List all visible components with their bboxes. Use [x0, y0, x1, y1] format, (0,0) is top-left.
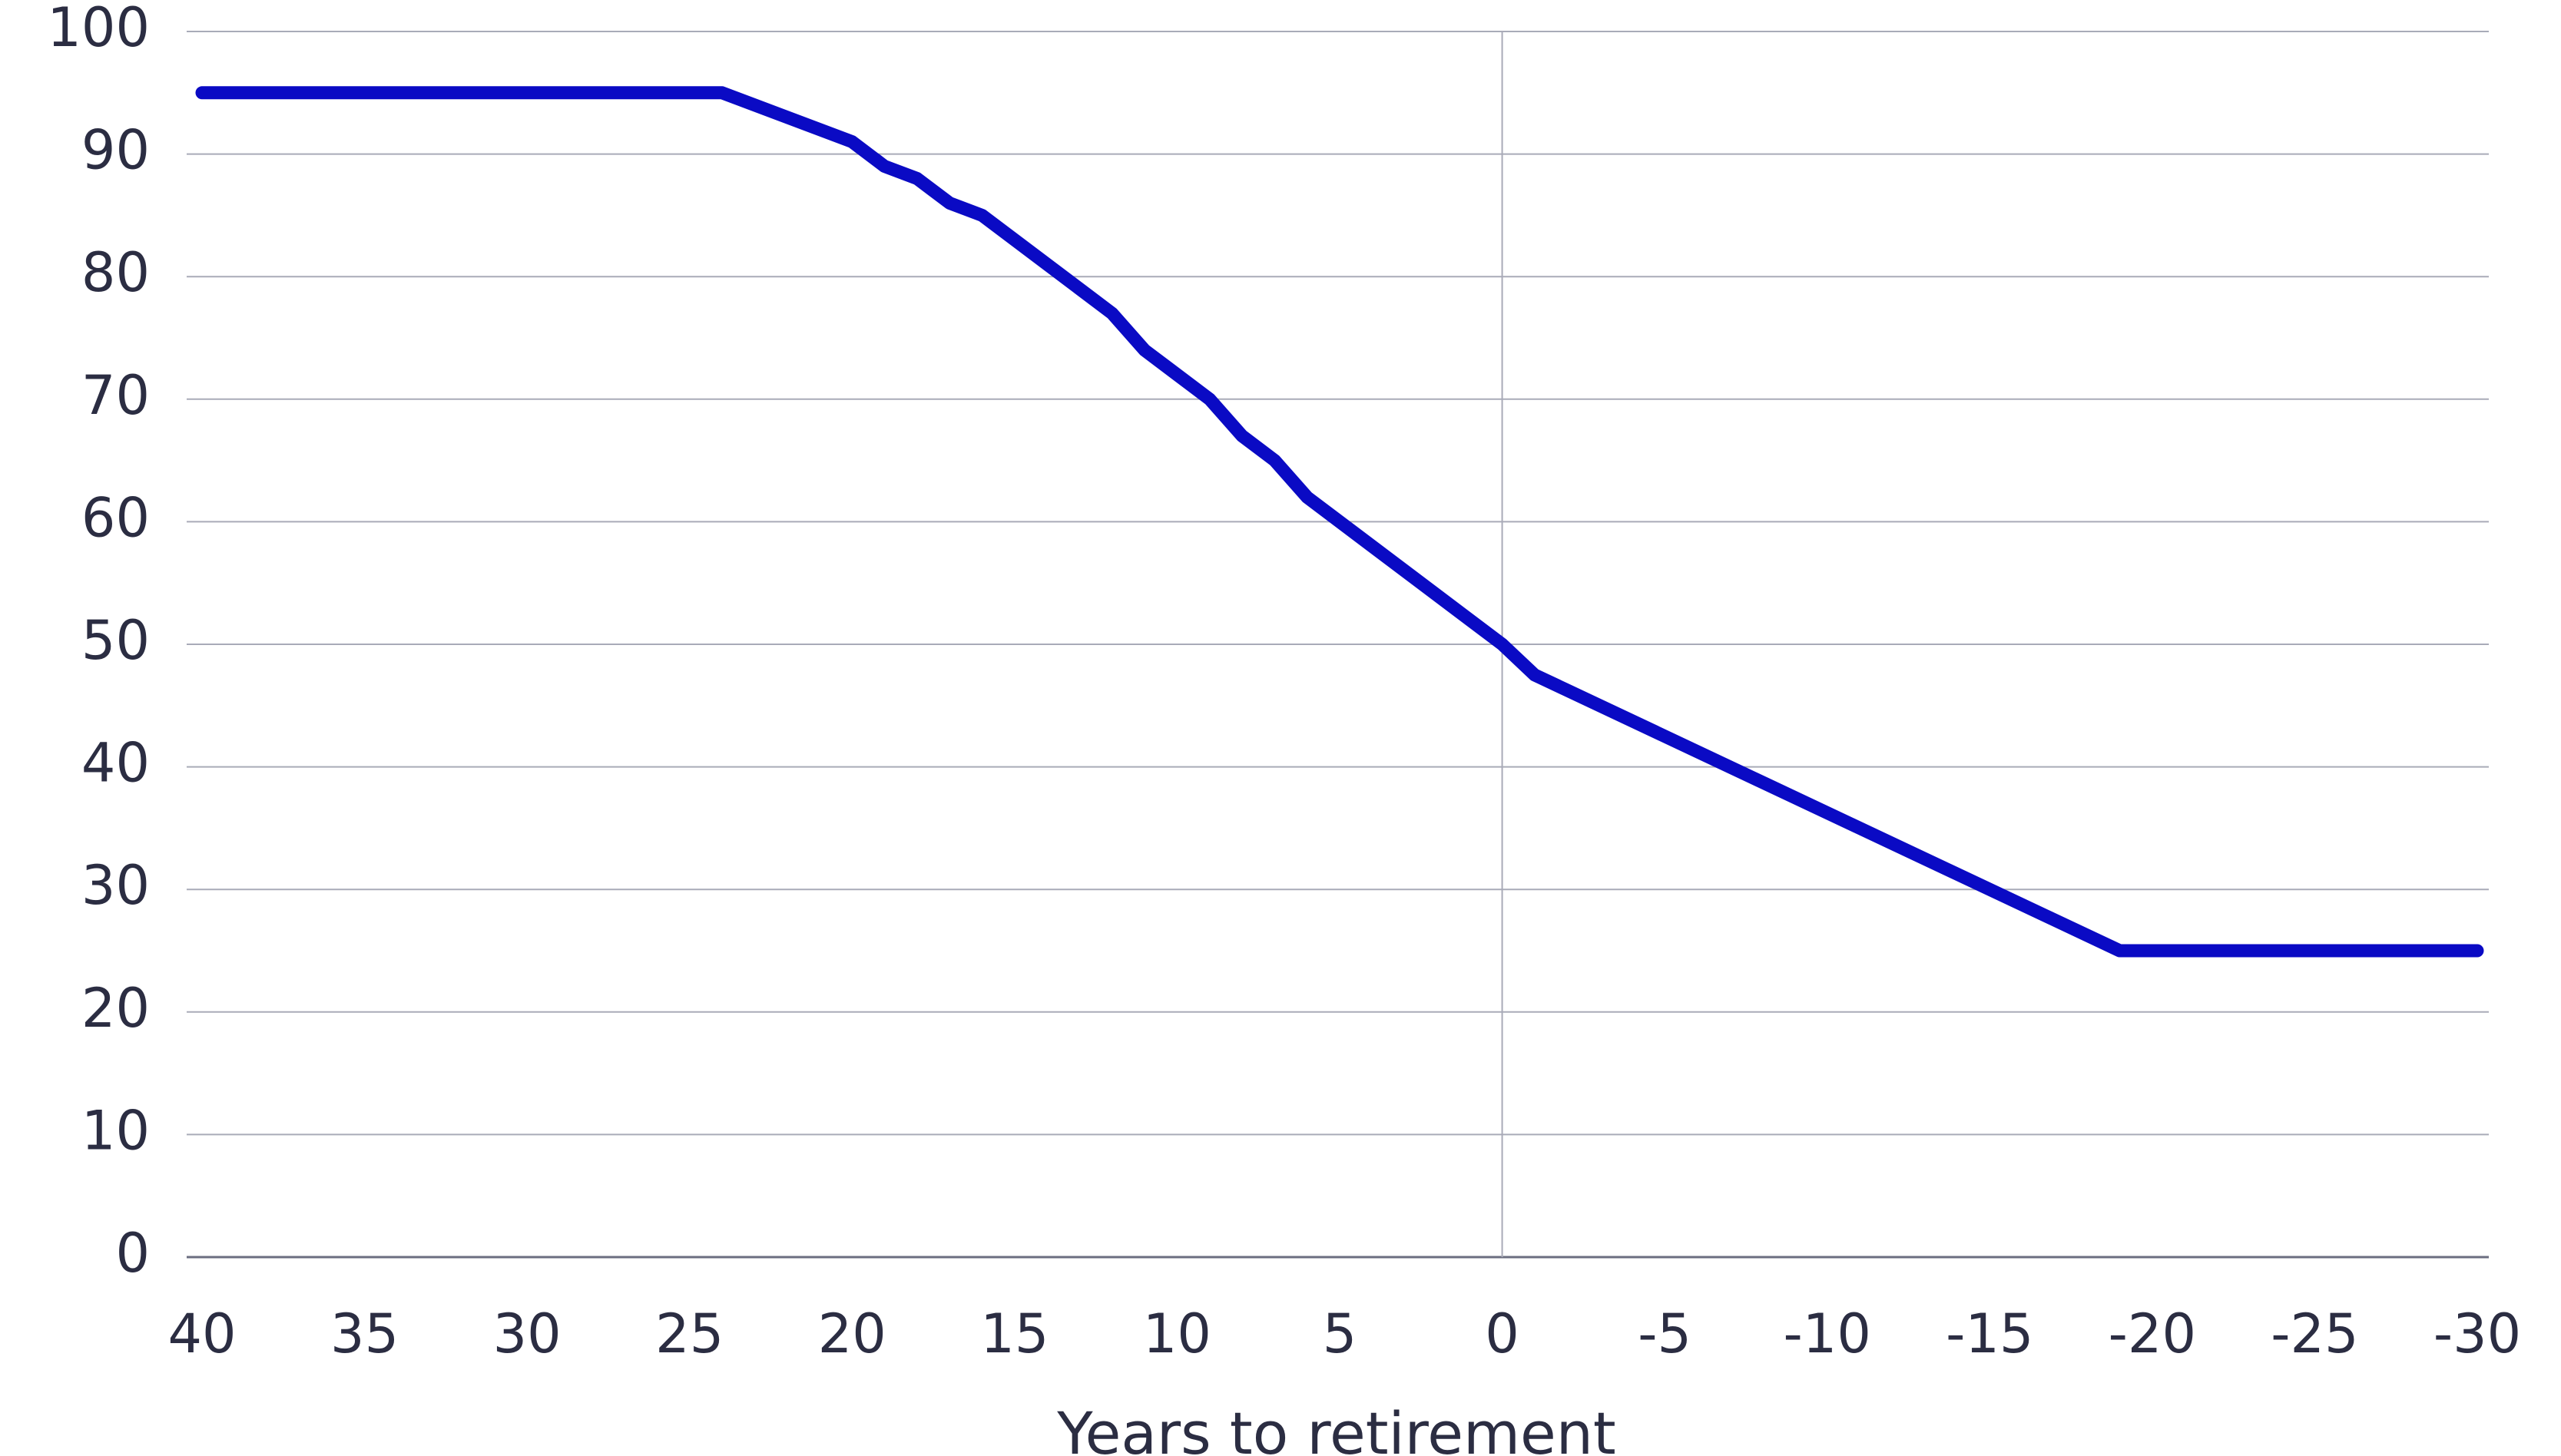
y-tick-label: 80 [81, 241, 150, 304]
x-axis-label: Years to retirement [1056, 1399, 1615, 1456]
x-tick-label: 20 [818, 1302, 886, 1365]
y-tick-label: 90 [81, 119, 150, 182]
data-line [195, 86, 2484, 958]
y-tick-label: 20 [81, 977, 150, 1040]
x-tick-label: 30 [493, 1302, 562, 1365]
x-tick-label: -15 [1946, 1302, 2033, 1365]
x-tick-label: 15 [980, 1302, 1049, 1365]
x-tick-label: -30 [2433, 1302, 2521, 1365]
x-tick-label: -10 [1784, 1302, 1871, 1365]
x-tick-label: 10 [1143, 1302, 1211, 1365]
x-tick-label: 35 [330, 1302, 399, 1365]
x-tick-label: -20 [2109, 1302, 2196, 1365]
y-tick-label: 100 [47, 0, 150, 59]
x-tick-label: 25 [655, 1302, 724, 1365]
x-tick-label: -5 [1638, 1302, 1691, 1365]
x-tick-label: 0 [1485, 1302, 1519, 1365]
x-tick-label: 5 [1323, 1302, 1357, 1365]
y-tick-label: 50 [81, 609, 150, 672]
y-tick-label: 60 [81, 486, 150, 549]
y-tick-label: 0 [115, 1222, 150, 1285]
x-tick-label: -25 [2271, 1302, 2358, 1365]
y-tick-label: 30 [81, 854, 150, 917]
x-tick-label: 40 [167, 1302, 236, 1365]
y-tick-label: 70 [81, 364, 150, 427]
y-tick-label: 10 [81, 1099, 150, 1162]
y-tick-label: 40 [81, 732, 150, 795]
